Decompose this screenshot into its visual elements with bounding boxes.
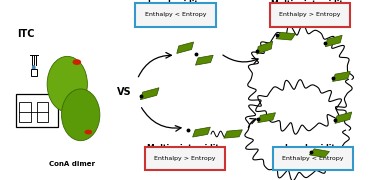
Ellipse shape <box>32 65 36 71</box>
Text: Enthalpy < Entropy: Enthalpy < Entropy <box>145 12 206 17</box>
Text: Enthalpy > Entropy: Enthalpy > Entropy <box>279 12 341 17</box>
Text: VS: VS <box>116 87 131 97</box>
Bar <box>19 102 31 122</box>
Text: Local avidity: Local avidity <box>285 144 340 153</box>
Text: Multipoint avidity: Multipoint avidity <box>147 144 224 153</box>
FancyBboxPatch shape <box>15 94 58 127</box>
Polygon shape <box>257 41 273 54</box>
Text: Local avidity: Local avidity <box>148 0 203 9</box>
Text: Enthalpy < Entropy: Enthalpy < Entropy <box>282 156 343 161</box>
Ellipse shape <box>73 59 81 65</box>
Polygon shape <box>333 71 350 81</box>
Polygon shape <box>335 112 352 123</box>
Polygon shape <box>177 42 194 53</box>
Text: Multipoint avidity: Multipoint avidity <box>271 0 348 9</box>
Polygon shape <box>325 35 342 47</box>
Ellipse shape <box>85 130 92 134</box>
Polygon shape <box>195 55 213 65</box>
Polygon shape <box>140 88 159 100</box>
Text: Enthalpy > Entropy: Enthalpy > Entropy <box>155 156 216 161</box>
Ellipse shape <box>47 56 87 112</box>
Text: ConA dimer: ConA dimer <box>49 161 95 166</box>
Bar <box>31 69 37 76</box>
Polygon shape <box>309 149 329 158</box>
Polygon shape <box>224 130 242 138</box>
Bar <box>37 102 48 122</box>
Ellipse shape <box>62 89 100 141</box>
Text: ITC: ITC <box>17 29 35 39</box>
Polygon shape <box>276 32 296 40</box>
Polygon shape <box>193 127 210 137</box>
Polygon shape <box>258 113 276 123</box>
